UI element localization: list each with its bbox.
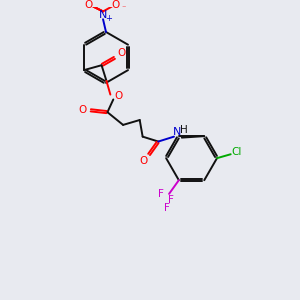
Text: +: + [106,14,112,23]
Text: F: F [164,202,170,213]
Text: Cl: Cl [231,147,242,157]
Text: ⁻: ⁻ [122,3,126,12]
Text: O: O [79,105,87,115]
Text: H: H [180,125,188,135]
Text: N: N [99,10,107,20]
Text: F: F [158,189,164,199]
Text: N: N [173,127,181,137]
Text: O: O [140,156,148,166]
Text: O: O [112,0,120,10]
Text: O: O [114,91,122,100]
Text: F: F [168,195,174,205]
Text: O: O [84,0,92,10]
Text: O: O [117,47,125,58]
